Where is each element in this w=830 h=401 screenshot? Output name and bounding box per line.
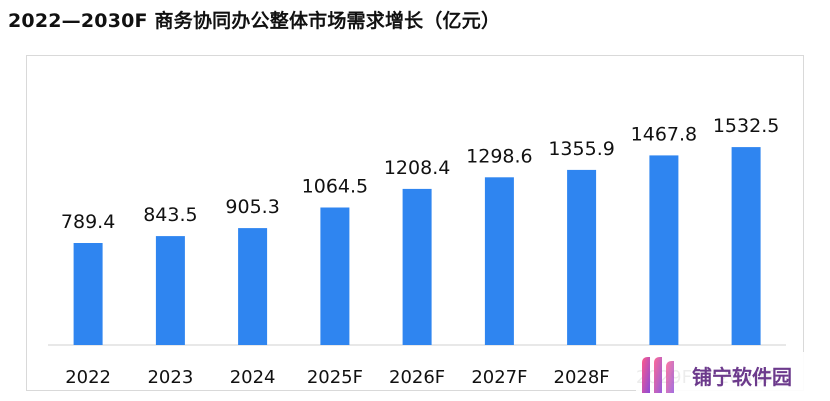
ribbon-logo-icon: [642, 357, 674, 393]
watermark: 铺宁软件园: [636, 352, 826, 398]
bar-2026F: [402, 188, 432, 345]
x-tick-label-2026F: 2026F: [389, 367, 445, 388]
bar-2024: [238, 228, 268, 345]
x-tick-label-2024: 2024: [230, 367, 276, 388]
data-label-2022: 789.4: [61, 211, 115, 233]
data-label-2026F: 1208.4: [384, 157, 450, 179]
chart-frame: [26, 55, 804, 391]
x-tick-label-2027F: 2027F: [471, 367, 527, 388]
bar-2027F: [484, 177, 514, 345]
x-tick-label-2025F: 2025F: [307, 367, 363, 388]
data-label-2023: 843.5: [143, 204, 197, 226]
bar-2028F: [567, 169, 597, 345]
bar-2025F: [320, 207, 350, 345]
data-label-2027F: 1298.6: [466, 145, 532, 167]
bar-2023: [155, 236, 185, 345]
watermark-text: 铺宁软件园: [692, 364, 792, 389]
bar-2022: [73, 243, 103, 345]
x-tick-label-2023: 2023: [147, 367, 193, 388]
chart-title: 2022—2030F 商务协同办公整体市场需求增长（亿元）: [8, 10, 501, 32]
data-label-2025F: 1064.5: [302, 176, 368, 198]
bar-2029F: [649, 155, 679, 345]
data-label-2030F: 1532.5: [713, 115, 779, 137]
bar-2030F: [731, 147, 761, 345]
data-label-2024: 905.3: [225, 196, 279, 218]
data-label-2028F: 1355.9: [548, 138, 614, 160]
x-tick-label-2022: 2022: [65, 367, 111, 388]
x-tick-label-2028F: 2028F: [554, 367, 610, 388]
data-label-2029F: 1467.8: [631, 123, 697, 145]
